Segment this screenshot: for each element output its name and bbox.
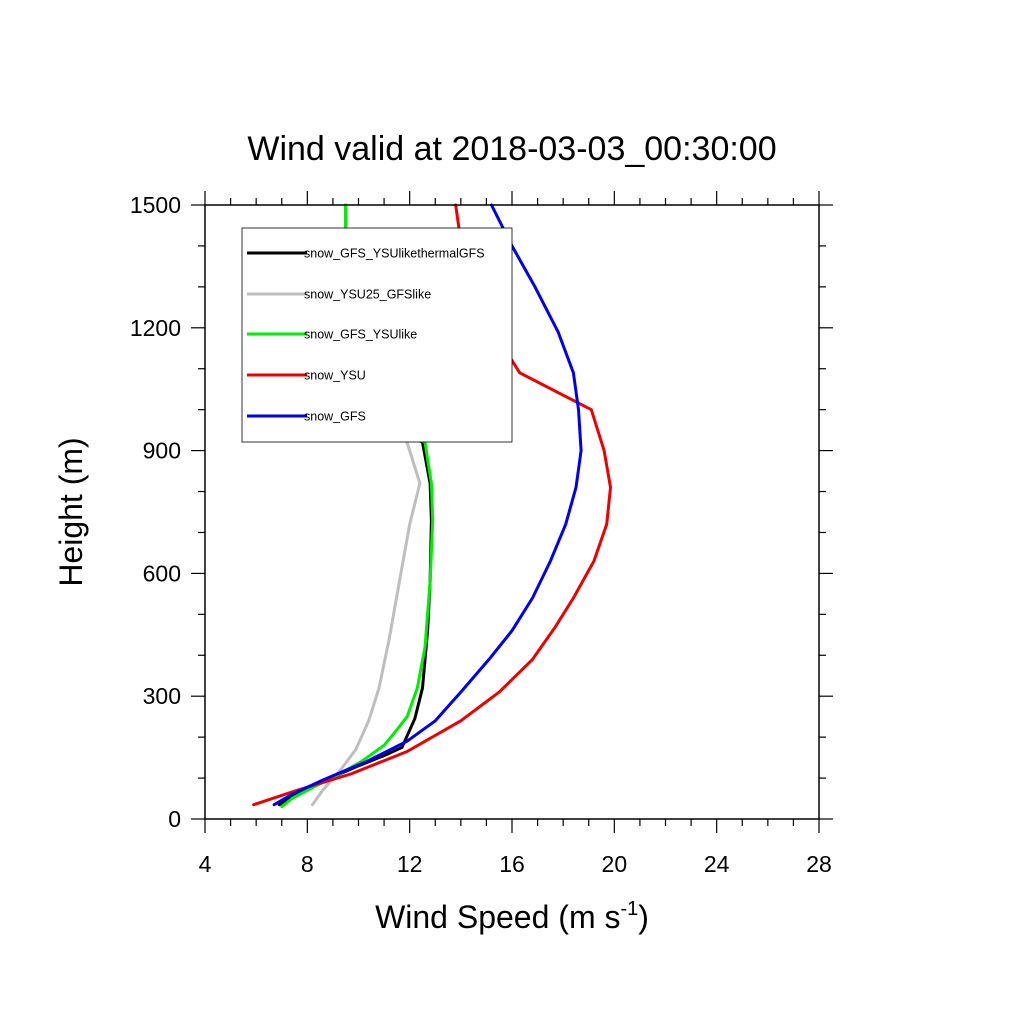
axis-ticks bbox=[191, 191, 833, 833]
y-tick-labels: 0 300 600 900 1200 1500 bbox=[130, 192, 181, 832]
legend: snow_GFS_YSUlikethermalGFS snow_YSU25_GFS… bbox=[241, 227, 513, 443]
plot-frame bbox=[204, 204, 820, 820]
x-tick-label: 4 bbox=[199, 851, 212, 877]
x-axis-label-main: Wind Speed (m s bbox=[375, 899, 620, 935]
x-tick-label: 16 bbox=[499, 851, 525, 877]
y-tick-label: 300 bbox=[143, 683, 181, 709]
legend-label-snow_GFS_YSUlikethermalGFS: snow_GFS_YSUlikethermalGFS bbox=[304, 247, 485, 261]
x-axis-label-close: ) bbox=[638, 899, 649, 935]
y-tick-label: 1200 bbox=[130, 315, 181, 341]
y-tick-label: 600 bbox=[143, 560, 181, 586]
x-axis-label-superscript: -1 bbox=[620, 898, 638, 920]
y-axis-label: Height (m) bbox=[53, 437, 89, 586]
chart-title: Wind valid at 2018-03-03_00:30:00 bbox=[247, 130, 776, 168]
y-tick-label: 0 bbox=[168, 806, 181, 832]
x-axis-label: Wind Speed (m s-1) bbox=[375, 898, 649, 935]
x-tick-label: 20 bbox=[602, 851, 628, 877]
series-line-snow_GFS bbox=[272, 203, 583, 807]
x-tick-label: 28 bbox=[806, 851, 832, 877]
x-tick-label: 12 bbox=[397, 851, 423, 877]
legend-label-snow_GFS_YSUlike: snow_GFS_YSUlike bbox=[304, 328, 417, 342]
y-tick-label: 1500 bbox=[130, 192, 181, 218]
legend-label-snow_GFS: snow_GFS bbox=[304, 410, 366, 424]
legend-label-snow_YSU25_GFSlike: snow_YSU25_GFSlike bbox=[304, 288, 431, 302]
legend-label-snow_YSU: snow_YSU bbox=[304, 369, 366, 383]
y-tick-label: 900 bbox=[143, 438, 181, 464]
x-tick-labels: 4 8 12 16 20 24 28 bbox=[199, 851, 832, 877]
x-tick-label: 8 bbox=[301, 851, 314, 877]
x-tick-label: 24 bbox=[704, 851, 730, 877]
